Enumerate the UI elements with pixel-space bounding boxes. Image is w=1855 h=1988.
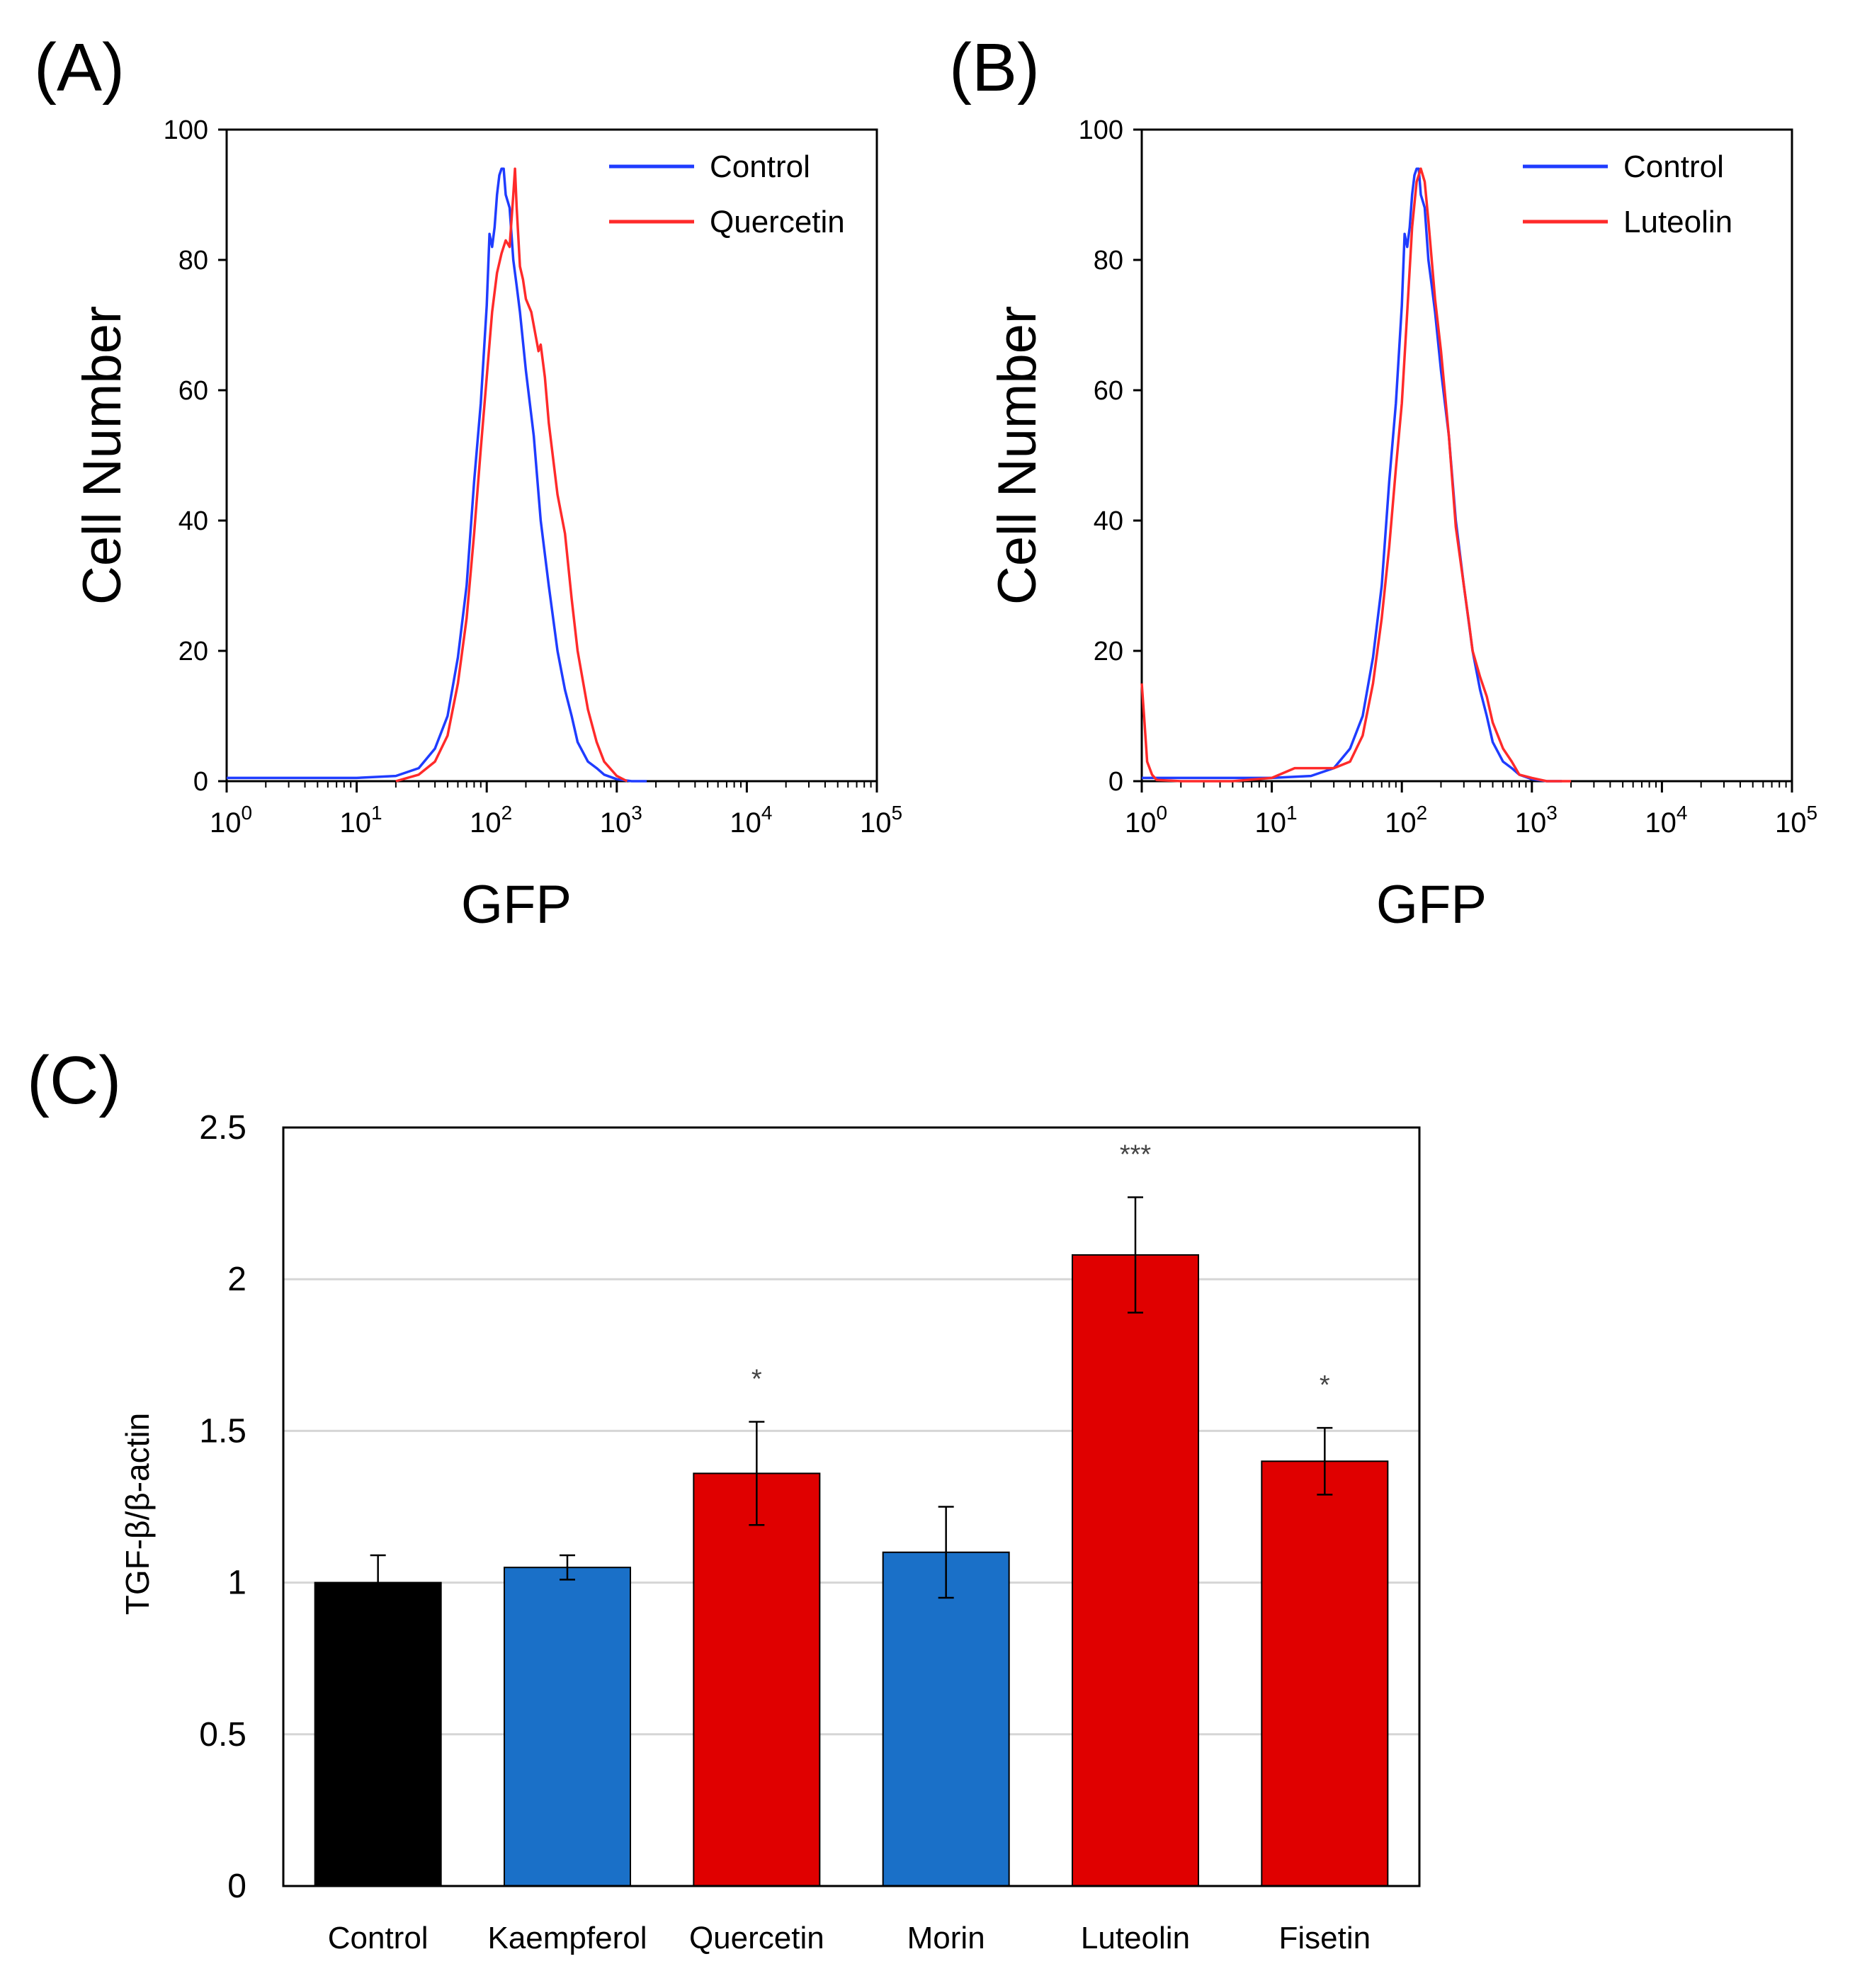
bar-chart-c: 0 0.5 1 1.5 2 2.5 Control Kaempferol * Quercetin M…: [119, 1109, 1421, 1955]
legend-label-quercetin: Quercetin: [710, 205, 845, 239]
plot-frame: [1140, 128, 1793, 783]
bar-kaempferol: [504, 1567, 631, 1887]
y-axis-title: TGF-β/β-actin: [119, 1413, 156, 1615]
plot-frame: [282, 1126, 1421, 1887]
x-tick-label: 104: [730, 802, 772, 839]
legend-label-control: Control: [1623, 149, 1724, 184]
y-tick-label: 1: [227, 1564, 246, 1602]
y-tick-label: 60: [178, 376, 208, 406]
bar-morin: [882, 1551, 1010, 1887]
bar-luteolin: [1072, 1254, 1199, 1887]
y-tick-label: 0: [1108, 767, 1123, 797]
y-tick-label: 20: [1094, 637, 1123, 666]
plot-frame: [225, 128, 878, 783]
y-axis-title: Cell Number: [987, 306, 1048, 605]
category-label: Fisetin: [1279, 1921, 1371, 1955]
y-tick-label: 2: [227, 1261, 246, 1298]
significance-marker: *: [1320, 1370, 1330, 1400]
category-label: Control: [328, 1921, 429, 1955]
panel-label-c: (C): [27, 1043, 121, 1118]
bar-quercetin: [693, 1472, 821, 1887]
histogram-a: 0 20 40 60 80 100 100 101 102 103 104 105 Control Que…: [72, 115, 902, 935]
bar-fisetin: [1261, 1460, 1389, 1887]
y-tick-label: 0: [193, 767, 208, 797]
series-line-control: [227, 167, 647, 783]
y-tick-label: 0: [227, 1868, 246, 1905]
y-tick-label: 20: [178, 637, 208, 666]
y-tick-label: 80: [1094, 246, 1123, 276]
y-axis-title: Cell Number: [72, 306, 132, 605]
y-tick-label: 0.5: [199, 1716, 246, 1754]
category-label: Quercetin: [689, 1921, 824, 1955]
y-tick-label: 80: [178, 246, 208, 276]
category-label: Kaempferol: [487, 1921, 647, 1955]
x-tick-label: 101: [340, 802, 382, 839]
x-tick-label: 102: [470, 802, 512, 839]
x-axis-title: GFP: [1376, 875, 1487, 935]
x-tick-label: 103: [600, 802, 642, 839]
x-tick-label: 103: [1515, 802, 1558, 839]
x-tick-label: 100: [1125, 802, 1167, 839]
x-tick-label: 100: [210, 802, 252, 839]
x-tick-label: 102: [1385, 802, 1427, 839]
panel-label-a: (A): [34, 30, 125, 106]
significance-marker: ***: [1120, 1140, 1152, 1170]
y-tick-label: 100: [1079, 115, 1123, 145]
legend-label-luteolin: Luteolin: [1623, 205, 1732, 239]
category-label: Luteolin: [1081, 1921, 1190, 1955]
y-tick-label: 100: [164, 115, 208, 145]
category-label: Morin: [907, 1921, 985, 1955]
x-tick-label: 104: [1645, 802, 1687, 839]
x-axis-title: GFP: [461, 875, 572, 935]
y-tick-label: 2.5: [199, 1109, 246, 1147]
y-tick-label: 40: [1094, 506, 1123, 536]
series-line-luteolin: [1140, 167, 1572, 783]
y-tick-label: 40: [178, 506, 208, 536]
series-line-control: [1142, 167, 1562, 783]
y-tick-label: 1.5: [199, 1412, 246, 1450]
panel-label-b: (B): [949, 30, 1040, 106]
x-tick-label: 105: [1775, 802, 1817, 839]
x-tick-label: 101: [1255, 802, 1298, 839]
bar-control: [314, 1581, 442, 1887]
histogram-b: 0 20 40 60 80 100 100 101 102 103 104 105 Control Lut…: [987, 115, 1817, 935]
legend-label-control: Control: [710, 149, 810, 184]
x-tick-label: 105: [860, 802, 902, 839]
significance-marker: *: [751, 1365, 762, 1395]
y-tick-label: 60: [1094, 376, 1123, 406]
series-line-quercetin: [395, 167, 628, 783]
